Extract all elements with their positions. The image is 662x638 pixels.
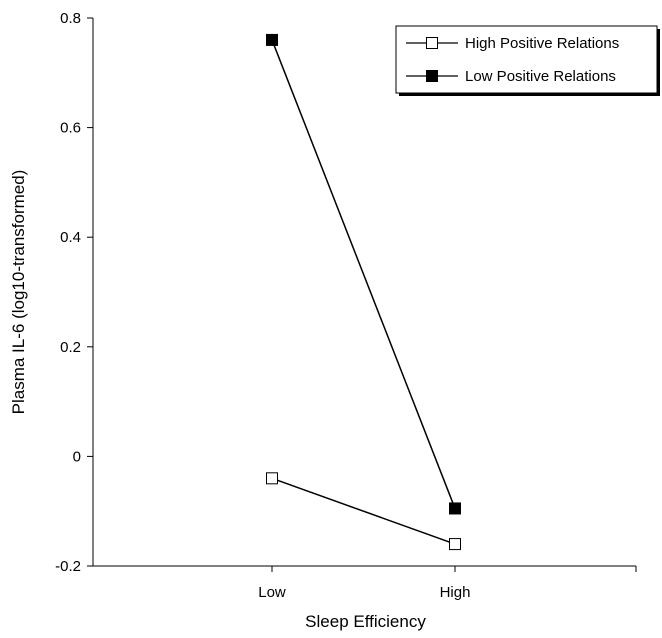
legend-marker: [426, 70, 438, 82]
y-ticks: 0.8 0.6 0.4 0.2 0 -0.2: [55, 10, 93, 575]
y-tick-label: 0.2: [60, 339, 81, 356]
series-1: [266, 472, 461, 551]
x-axis-title: Sleep Efficiency: [305, 612, 426, 631]
legend: High Positive Relations Low Positive Rela…: [395, 25, 660, 96]
x-tick-label: High: [440, 584, 471, 601]
series-group: [266, 33, 461, 551]
series-line: [271, 39, 456, 509]
y-tick-label: 0.6: [60, 120, 81, 137]
axes: [92, 18, 636, 567]
legend-label: Low Positive Relations: [465, 68, 616, 85]
series-line: [271, 477, 456, 545]
legend-item: High Positive Relations: [406, 35, 619, 52]
series-2: [266, 33, 461, 515]
x-ticks: Low High: [258, 566, 637, 601]
data-point: [266, 33, 278, 46]
legend-box: [395, 25, 658, 94]
y-tick-label: -0.2: [55, 558, 81, 575]
y-tick-label: 0: [73, 448, 81, 465]
legend-label: High Positive Relations: [465, 35, 619, 52]
legend-items: High Positive Relations Low Positive Rela…: [406, 35, 619, 85]
y-axis-title: Plasma IL-6 (log10-transformed): [9, 170, 28, 415]
data-point: [449, 538, 461, 551]
x-tick-label: Low: [258, 584, 286, 601]
data-point: [449, 502, 461, 515]
data-point: [266, 472, 278, 485]
legend-marker: [426, 37, 438, 49]
y-tick-label: 0.4: [60, 229, 81, 246]
legend-item: Low Positive Relations: [406, 68, 616, 85]
y-tick-label: 0.8: [60, 10, 81, 27]
